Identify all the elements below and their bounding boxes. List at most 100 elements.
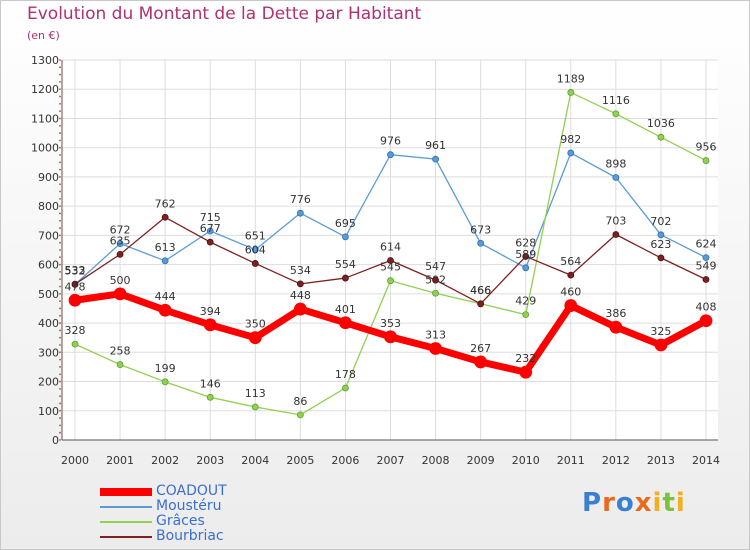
data-point: [657, 133, 665, 141]
y-minor-tick: [59, 256, 61, 259]
data-point: [612, 174, 620, 181]
data-label: 672: [110, 224, 131, 237]
y-minor-tick: [59, 366, 61, 368]
data-point: [702, 157, 710, 164]
y-tick-label: 100: [38, 405, 59, 418]
y-minor-tick: [59, 322, 61, 324]
data-point: [612, 231, 620, 238]
y-minor-tick: [59, 102, 61, 105]
data-label: 394: [200, 305, 221, 318]
data-label: 325: [650, 325, 671, 338]
y-minor-tick: [59, 249, 61, 251]
data-label: 589: [515, 248, 536, 261]
data-point: [251, 260, 259, 267]
logo-letter: o: [615, 488, 635, 518]
data-point: [477, 239, 485, 247]
y-minor-tick: [59, 300, 61, 303]
data-label: 677: [200, 222, 221, 235]
data-label: 673: [470, 223, 491, 236]
y-minor-tick: [59, 117, 61, 120]
y-minor-tick: [59, 168, 61, 171]
data-point: [609, 320, 623, 334]
data-point: [567, 271, 575, 279]
x-tick-label: 2012: [602, 454, 630, 467]
data-label: 982: [560, 133, 581, 146]
logo-letter: r: [602, 488, 616, 518]
logo-letter: t: [662, 488, 676, 518]
logo-letter: x: [634, 488, 653, 518]
data-label: 113: [245, 387, 266, 400]
x-tick-label: 2005: [286, 454, 314, 467]
y-minor-tick: [59, 439, 61, 441]
data-point: [387, 277, 394, 285]
logo-letter: i: [652, 488, 663, 518]
proxiti-logo: Proxiti: [582, 488, 686, 518]
data-point: [657, 254, 665, 262]
data-label: 478: [65, 280, 86, 293]
y-tick-label: 800: [38, 200, 59, 213]
data-label: 1189: [557, 72, 585, 85]
data-point: [522, 311, 530, 319]
x-tick-label: 2001: [106, 454, 134, 467]
data-point: [522, 253, 530, 260]
data-label: 146: [200, 377, 221, 390]
data-point: [116, 250, 124, 258]
data-label: 545: [380, 261, 401, 274]
y-minor-tick: [59, 197, 61, 200]
y-minor-tick: [59, 380, 61, 383]
y-minor-tick: [59, 373, 61, 376]
data-label: 408: [696, 301, 717, 314]
data-label: 703: [605, 215, 626, 228]
data-point: [293, 302, 307, 316]
data-point: [432, 155, 439, 163]
y-minor-tick: [59, 139, 61, 142]
data-point: [339, 316, 352, 330]
y-tick-label: 600: [38, 259, 59, 272]
data-label: 628: [515, 236, 536, 249]
y-minor-tick: [59, 344, 61, 346]
y-minor-tick: [59, 395, 61, 398]
x-tick-label: 2010: [512, 454, 540, 467]
data-point: [161, 378, 169, 386]
data-label: 564: [560, 255, 581, 268]
legend-swatch: [100, 536, 152, 538]
data-point: [161, 257, 169, 265]
data-point: [522, 264, 530, 272]
x-tick-label: 2011: [557, 454, 585, 467]
data-label: 702: [650, 215, 671, 228]
data-label: 624: [696, 238, 717, 251]
data-point: [251, 246, 259, 254]
x-tick-label: 2007: [377, 454, 405, 467]
data-label: 178: [335, 368, 356, 381]
y-tick-label: 200: [38, 376, 59, 389]
data-point: [474, 355, 488, 369]
y-minor-tick: [59, 314, 61, 317]
y-minor-tick: [59, 219, 61, 222]
y-minor-tick: [59, 409, 61, 412]
legend-swatch: [100, 521, 152, 523]
data-label: 328: [65, 324, 86, 337]
data-label: 448: [290, 289, 311, 302]
x-tick-label: 2006: [331, 454, 359, 467]
data-label: 715: [200, 211, 221, 224]
y-minor-tick: [59, 183, 61, 186]
data-label: 232: [515, 352, 536, 365]
data-label: 549: [696, 260, 717, 273]
data-label: 554: [335, 258, 356, 271]
data-label: 500: [110, 274, 131, 287]
data-label: 635: [110, 234, 131, 247]
x-tick-label: 2003: [196, 454, 224, 467]
y-tick-label: 300: [38, 346, 59, 359]
y-tick-label: 1000: [31, 142, 59, 155]
x-tick-label: 2004: [241, 454, 269, 467]
data-point: [702, 276, 710, 283]
y-minor-tick: [59, 73, 61, 76]
legend-swatch: [100, 488, 152, 496]
data-point: [657, 231, 665, 239]
y-tick-label: 900: [38, 171, 59, 184]
data-label: 386: [605, 307, 626, 320]
data-point: [248, 331, 262, 345]
data-point: [342, 274, 349, 282]
data-label: 1036: [647, 117, 675, 130]
data-point: [71, 280, 79, 288]
